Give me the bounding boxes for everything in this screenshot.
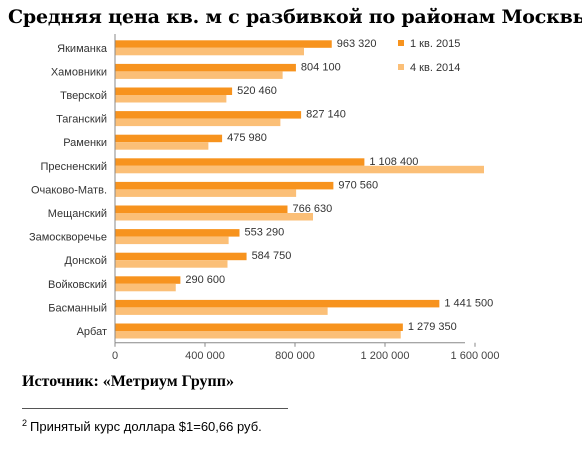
x-tick-label: 400 000 — [185, 350, 225, 362]
x-tick-label: 1 600 000 — [451, 350, 500, 362]
bar-series-1 — [115, 134, 223, 143]
bar-series-1 — [115, 40, 332, 48]
bar-series-1 — [115, 63, 296, 72]
category-label: Таганский — [56, 114, 107, 126]
bar-series-2 — [115, 165, 484, 174]
labels-layer: Якиманка 963 320 Хамовники 804 100 Тверской 5… — [29, 38, 493, 338]
category-label: Войковский — [48, 279, 107, 291]
legend-label: 1 кв. 2015 — [410, 38, 460, 50]
data-label: 290 600 — [185, 274, 225, 286]
data-label: 804 100 — [301, 61, 341, 73]
bar-series-1 — [115, 181, 334, 190]
bar-series-1 — [115, 299, 440, 308]
footnote-text: Принятый курс доллара $1=60,66 руб. — [30, 419, 262, 434]
legend: 1 кв. 2015 4 кв. 2014 — [398, 38, 460, 74]
x-tick-label: 0 — [112, 350, 118, 362]
bar-series-2 — [115, 142, 209, 150]
chart-title: Средняя цена кв. м с разбивкой по района… — [8, 6, 582, 28]
data-label: 827 140 — [306, 109, 346, 121]
bar-series-1 — [115, 229, 240, 237]
footnote: 2 Принятый курс доллара $1=60,66 руб. — [22, 418, 262, 434]
x-axis: 0 400 000 800 000 1 200 000 1 600 000 — [112, 34, 500, 362]
bar-series-1 — [115, 205, 288, 213]
category-label: Пресненский — [40, 161, 107, 173]
bar-chart: Якиманка 963 320 Хамовники 804 100 Тверской 5… — [29, 34, 500, 362]
bar-series-2 — [115, 118, 281, 127]
footnote-mark: 2 — [22, 418, 28, 428]
bar-series-1 — [115, 111, 302, 119]
legend-swatch — [398, 64, 404, 70]
bars-layer — [115, 40, 484, 339]
footnote-divider — [22, 408, 288, 409]
bar-series-2 — [115, 213, 313, 221]
bar-series-2 — [115, 260, 228, 268]
x-tick-label: 800 000 — [275, 350, 315, 362]
data-label: 553 290 — [244, 227, 284, 239]
bar-series-2 — [115, 307, 328, 315]
data-label: 963 320 — [337, 38, 377, 50]
legend-swatch — [398, 40, 404, 46]
bar-series-2 — [115, 331, 401, 339]
bar-series-2 — [115, 189, 297, 197]
bar-series-2 — [115, 283, 176, 292]
data-label: 970 560 — [338, 179, 378, 191]
category-label: Замоскворечье — [29, 232, 107, 244]
bar-series-2 — [115, 95, 227, 103]
data-label: 584 750 — [252, 250, 292, 262]
bar-series-1 — [115, 276, 181, 284]
legend-label: 4 кв. 2014 — [410, 62, 460, 74]
bar-series-1 — [115, 158, 365, 166]
category-label: Очаково-Матв. — [31, 184, 107, 196]
data-label: 1 108 400 — [369, 156, 418, 168]
category-label: Арбат — [77, 326, 107, 338]
category-label: Мещанский — [48, 208, 107, 220]
bar-series-1 — [115, 252, 247, 261]
data-label: 1 441 500 — [444, 297, 493, 309]
bar-series-2 — [115, 236, 229, 245]
category-label: Донской — [65, 255, 107, 267]
category-label: Басманный — [48, 302, 107, 314]
bar-series-2 — [115, 47, 304, 56]
bar-series-1 — [115, 323, 403, 331]
category-label: Раменки — [63, 137, 107, 149]
bar-series-2 — [115, 71, 283, 79]
source-note: Источник: «Метриум Групп» — [22, 373, 234, 390]
x-tick-label: 1 200 000 — [361, 350, 410, 362]
data-label: 520 460 — [237, 85, 277, 97]
bar-series-1 — [115, 87, 233, 95]
data-label: 475 980 — [227, 132, 267, 144]
data-label: 1 279 350 — [408, 321, 457, 333]
category-label: Хамовники — [51, 66, 107, 78]
category-label: Тверской — [60, 90, 107, 102]
category-label: Якиманка — [57, 43, 108, 55]
data-label: 766 630 — [292, 203, 332, 215]
